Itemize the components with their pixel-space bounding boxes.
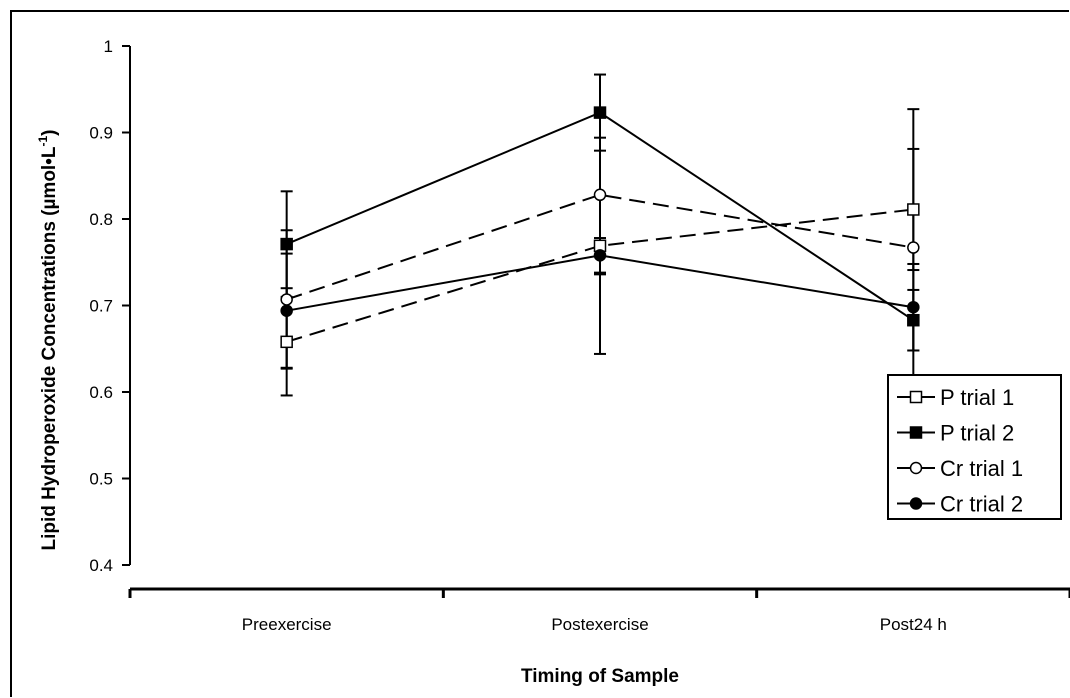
x-tick-label: Preexercise (242, 615, 332, 634)
data-point-cr-trial-1 (907, 241, 920, 254)
y-axis-title-close: ) (39, 130, 60, 136)
legend-marker-cr-trial-1 (909, 461, 923, 475)
legend-label-cr-trial-2: Cr trial 2 (940, 492, 1023, 517)
chart-frame (10, 10, 1069, 697)
legend-marker-p-trial-2 (909, 426, 923, 439)
series-line-cr-trial-1 (286, 193, 914, 301)
legend-label-cr-trial-1: Cr trial 1 (940, 456, 1023, 481)
legend-marker-p-trial-1 (909, 390, 923, 404)
data-point-cr-trial-2 (907, 300, 920, 314)
data-point-p-trial-2 (280, 237, 293, 251)
y-tick-label: 1 (104, 37, 113, 56)
y-axis-title-superscript: -1 (36, 136, 50, 147)
legend-label-p-trial-1: P trial 1 (940, 385, 1014, 410)
plot-area (280, 73, 920, 397)
y-tick-label: 0.8 (89, 210, 113, 229)
data-point-p-trial-2 (593, 106, 607, 119)
data-point-p-trial-2 (907, 313, 920, 327)
y-tick-label: 0.6 (89, 383, 113, 402)
y-tick-label: 0.7 (89, 297, 113, 316)
y-tick-label: 0.4 (89, 556, 113, 575)
data-point-cr-trial-2 (280, 304, 293, 317)
y-tick-label: 0.9 (89, 124, 113, 143)
legend-marker-cr-trial-2 (909, 497, 923, 510)
legend-item-p-trial-2: P trial 2 (897, 421, 1014, 446)
legend-label-p-trial-2: P trial 2 (940, 421, 1014, 446)
x-tick-labels: Preexercise Postexercise Post24 h (242, 615, 947, 634)
x-tick-label: Postexercise (551, 615, 648, 634)
data-point-cr-trial-1 (593, 188, 607, 202)
legend-item-cr-trial-1: Cr trial 1 (897, 456, 1023, 481)
legend: P trial 1 P trial 2 Cr trial 1 Cr trial 2 (887, 374, 1062, 520)
x-tick-label: Post24 h (880, 615, 947, 634)
y-tick-label: 0.5 (89, 470, 113, 489)
legend-item-cr-trial-2: Cr trial 2 (897, 492, 1023, 517)
data-point-cr-trial-2 (593, 249, 607, 262)
x-axis-title: Timing of Sample (521, 666, 679, 687)
data-point-p-trial-1 (280, 335, 293, 349)
data-point-p-trial-1 (907, 203, 920, 216)
y-tick-labels: 0.4 0.5 0.6 0.7 0.8 0.9 1 (89, 37, 113, 575)
data-point-cr-trial-1 (280, 293, 293, 306)
legend-item-p-trial-1: P trial 1 (897, 385, 1014, 410)
axes (122, 45, 1070, 598)
y-axis-title: Lipid Hydroperoxide Concentrations (µmol… (36, 130, 60, 551)
